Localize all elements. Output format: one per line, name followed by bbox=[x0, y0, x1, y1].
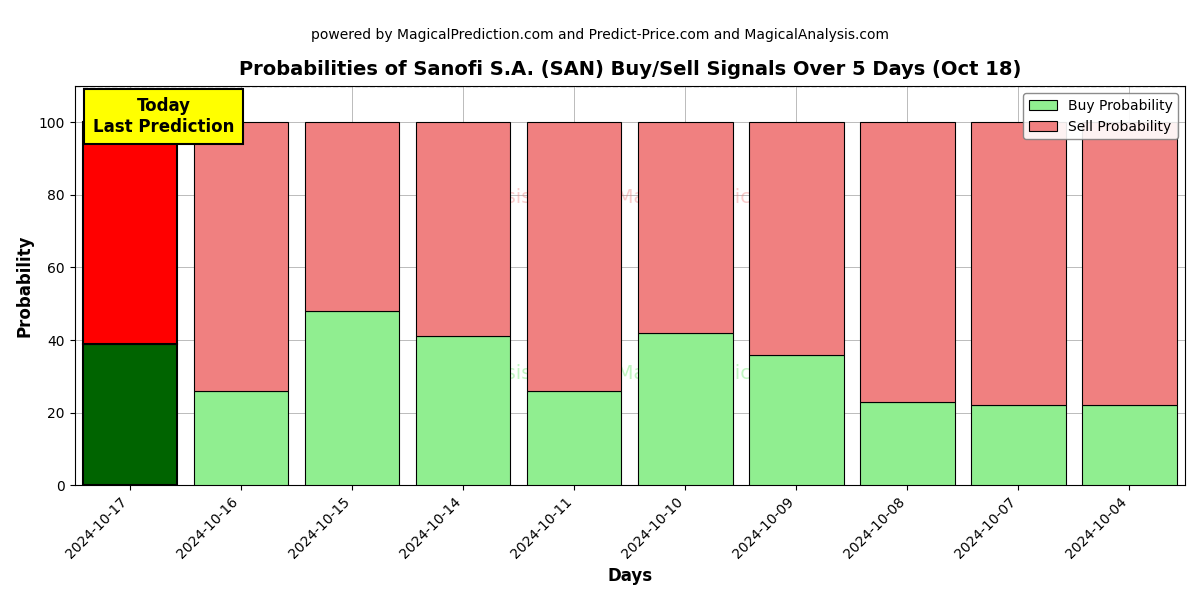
Bar bbox=[416, 337, 510, 485]
Legend: Buy Probability, Sell Probability: Buy Probability, Sell Probability bbox=[1024, 93, 1178, 139]
X-axis label: Days: Days bbox=[607, 567, 653, 585]
Y-axis label: Probability: Probability bbox=[16, 235, 34, 337]
Bar bbox=[749, 355, 844, 485]
Bar bbox=[1082, 406, 1177, 485]
Bar bbox=[1082, 122, 1177, 406]
Bar bbox=[527, 122, 622, 391]
Bar bbox=[194, 122, 288, 391]
Bar bbox=[971, 406, 1066, 485]
Bar bbox=[83, 122, 178, 344]
Text: Today
Last Prediction: Today Last Prediction bbox=[92, 97, 234, 136]
Bar bbox=[638, 333, 732, 485]
Text: powered by MagicalPrediction.com and Predict-Price.com and MagicalAnalysis.com: powered by MagicalPrediction.com and Pre… bbox=[311, 28, 889, 42]
Bar bbox=[194, 391, 288, 485]
Bar bbox=[305, 311, 400, 485]
Bar bbox=[527, 391, 622, 485]
Bar bbox=[749, 122, 844, 355]
Bar bbox=[416, 122, 510, 337]
Bar bbox=[971, 122, 1066, 406]
Bar bbox=[305, 122, 400, 311]
Bar bbox=[638, 122, 732, 333]
Bar bbox=[860, 122, 955, 402]
Bar bbox=[860, 402, 955, 485]
Title: Probabilities of Sanofi S.A. (SAN) Buy/Sell Signals Over 5 Days (Oct 18): Probabilities of Sanofi S.A. (SAN) Buy/S… bbox=[239, 60, 1021, 79]
Text: calAnalysis.com      MagicalPrediction.com: calAnalysis.com MagicalPrediction.com bbox=[424, 188, 836, 208]
Bar bbox=[83, 344, 178, 485]
Text: calAnalysis.com      MagicalPrediction.com: calAnalysis.com MagicalPrediction.com bbox=[424, 364, 836, 383]
